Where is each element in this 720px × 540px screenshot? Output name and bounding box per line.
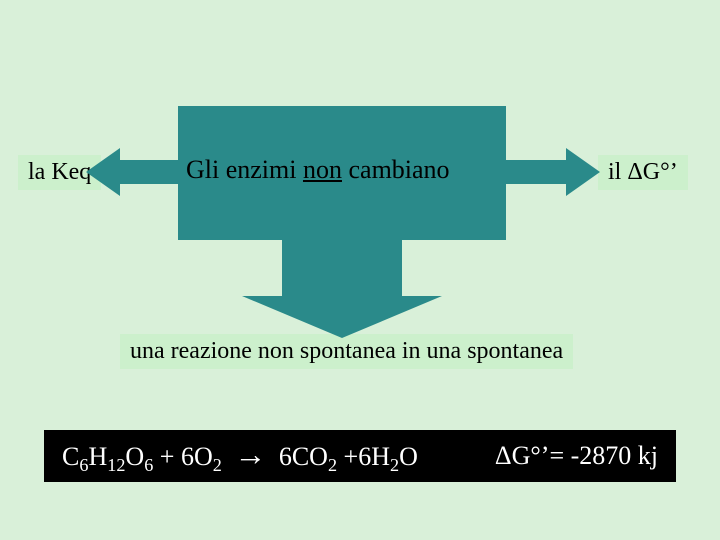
left-label-text: la Keq <box>28 159 91 185</box>
right-label-text: il ΔG°’ <box>608 159 678 185</box>
center-title-suffix: cambiano <box>342 155 450 184</box>
arrow-right <box>500 148 600 196</box>
equation-rhs: ΔG°’= -2870 kj <box>495 441 658 471</box>
center-title-underlined: non <box>303 155 342 184</box>
arrow-center-poly <box>178 106 506 338</box>
arrow-right-poly <box>500 148 600 196</box>
bottom-label-text: una reazione non spontanea in una sponta… <box>130 338 563 364</box>
equation-band: C6H12O6 + 6O2 → 6CO2 +6H2O ΔG°’= -2870 k… <box>44 430 676 482</box>
center-title: Gli enzimi non cambiano <box>186 155 450 185</box>
arrow-left <box>86 148 186 196</box>
arrow-center-down <box>178 106 506 338</box>
equation-lhs: C6H12O6 + 6O2 → 6CO2 +6H2O <box>62 436 418 476</box>
arrow-left-poly <box>86 148 186 196</box>
right-label: il ΔG°’ <box>598 155 688 190</box>
center-title-prefix: Gli enzimi <box>186 155 303 184</box>
bottom-label: una reazione non spontanea in una sponta… <box>120 334 573 369</box>
